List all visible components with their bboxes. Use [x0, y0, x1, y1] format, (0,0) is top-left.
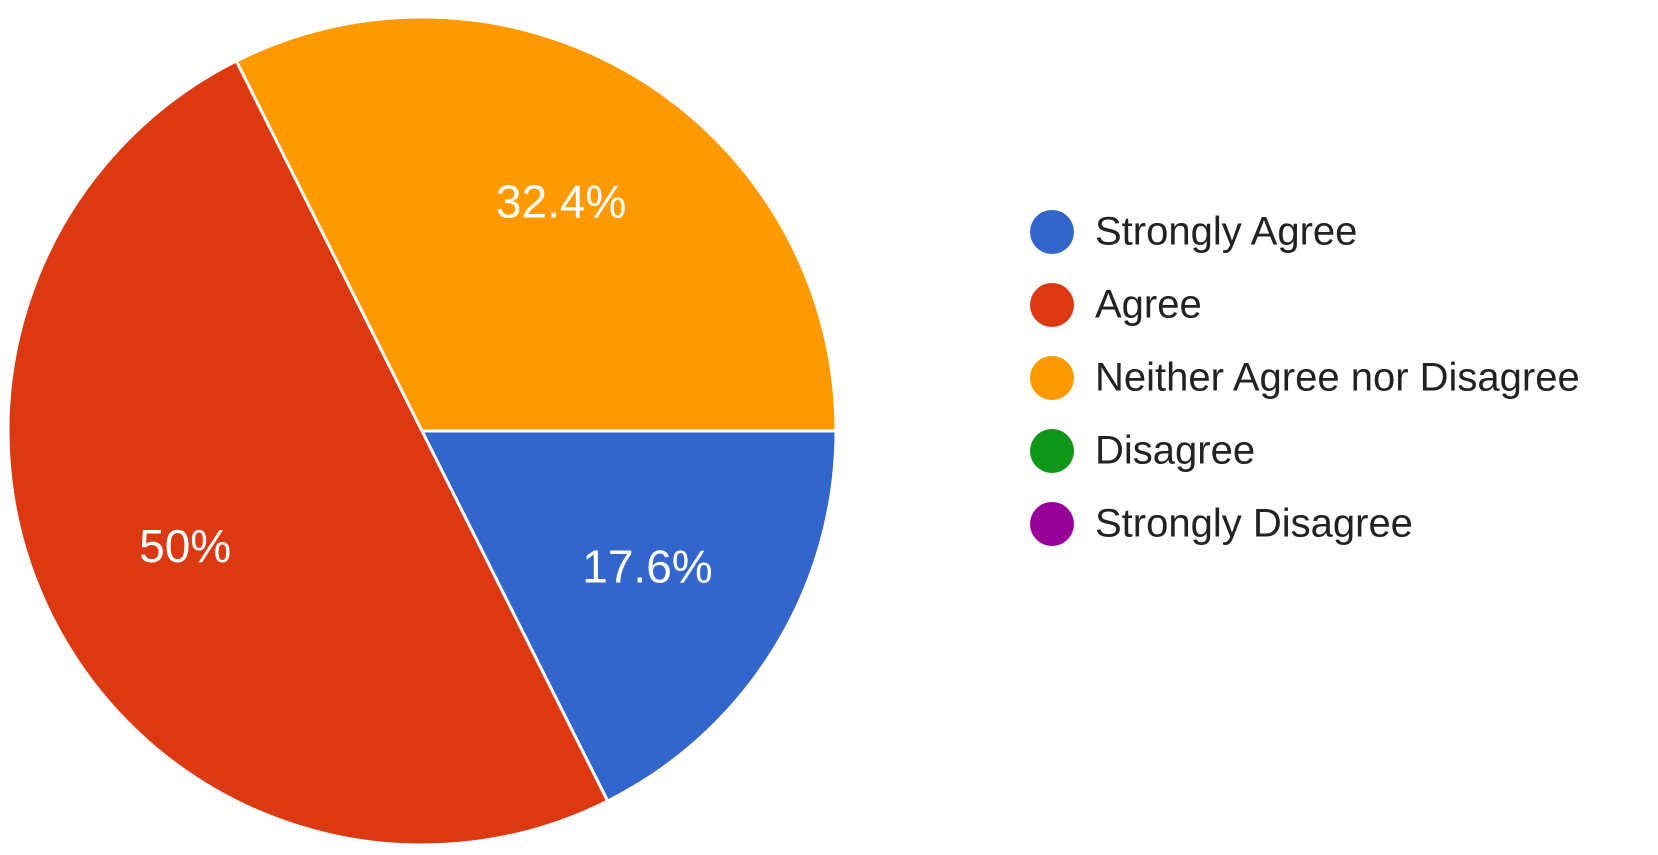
- pie-slice: [419, 429, 838, 804]
- legend-label: Strongly Disagree: [1095, 502, 1413, 546]
- data-label: 50%: [139, 520, 231, 572]
- data-label: 32.4%: [496, 176, 626, 228]
- legend-marker: [1030, 429, 1074, 473]
- legend-marker: [1030, 502, 1074, 546]
- legend-label: Neither Agree nor Disagree: [1095, 356, 1580, 400]
- data-label: 17.6%: [582, 540, 712, 592]
- pie-slice: [234, 15, 838, 433]
- legend-label: Disagree: [1095, 429, 1255, 473]
- legend-marker: [1030, 210, 1074, 254]
- legend-label: Strongly Agree: [1095, 210, 1357, 254]
- legend-label: Agree: [1095, 283, 1202, 327]
- legend-marker: [1030, 356, 1074, 400]
- pie-slice: [6, 58, 610, 847]
- legend-marker: [1030, 283, 1074, 327]
